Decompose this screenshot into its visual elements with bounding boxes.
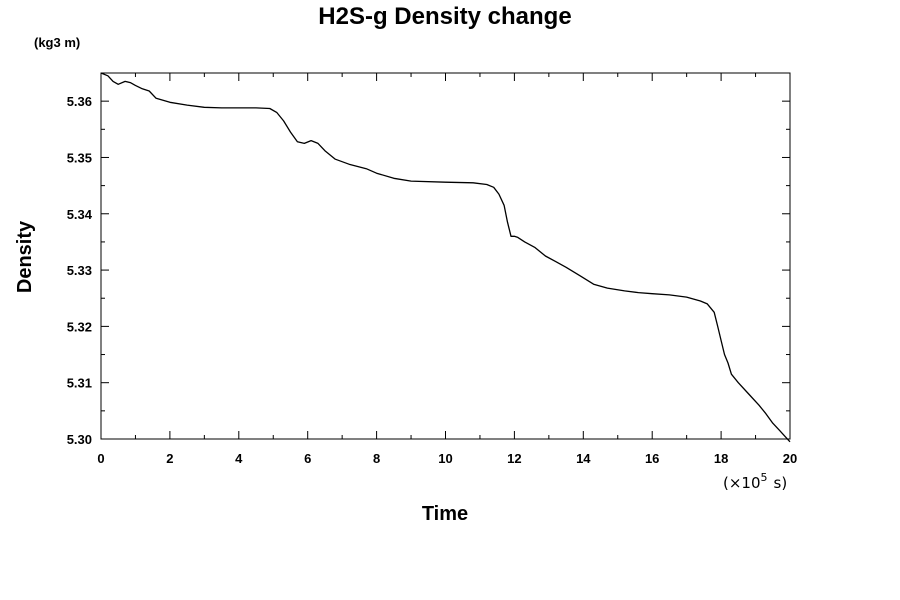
x-scale-exponent: 5 xyxy=(761,471,768,484)
tick-labels: 0 2 4 6 8 10 12 14 16 18 20 5.30 5.31 5.32 5.33 5.34 5.3… xyxy=(67,94,798,466)
x-axis-label: Time xyxy=(422,503,468,525)
x-tick-label: 16 xyxy=(645,451,659,466)
x-tick-label: 2 xyxy=(166,451,173,466)
x-tick-label: 4 xyxy=(235,451,243,466)
x-tick-label: 12 xyxy=(507,451,521,466)
y-tick-label: 5.32 xyxy=(67,319,92,334)
y-tick-label: 5.33 xyxy=(67,263,92,278)
x-tick-label: 10 xyxy=(438,451,452,466)
plot-frame xyxy=(100,72,791,440)
y-tick-label: 5.35 xyxy=(67,150,92,165)
y-unit-label: (kg3 m) xyxy=(34,35,80,50)
x-tick-label: 0 xyxy=(97,451,104,466)
x-scale-unit: s) xyxy=(774,474,788,492)
y-tick-label: 5.34 xyxy=(67,207,93,222)
tick-marks xyxy=(100,72,791,440)
x-tick-label: 14 xyxy=(576,451,591,466)
x-scale-label: (×105 s) xyxy=(723,471,787,492)
y-tick-label: 5.30 xyxy=(67,432,92,447)
density-series-line xyxy=(100,72,791,443)
y-axis-label: Density xyxy=(14,220,36,293)
x-scale-prefix: (×10 xyxy=(723,474,761,492)
y-tick-label: 5.31 xyxy=(67,376,92,391)
x-tick-label: 6 xyxy=(304,451,311,466)
x-tick-label: 8 xyxy=(373,451,380,466)
chart-title: H2S-g Density change xyxy=(318,3,571,30)
x-tick-label: 20 xyxy=(783,451,797,466)
x-tick-label: 18 xyxy=(714,451,728,466)
y-tick-label: 5.36 xyxy=(67,94,92,109)
